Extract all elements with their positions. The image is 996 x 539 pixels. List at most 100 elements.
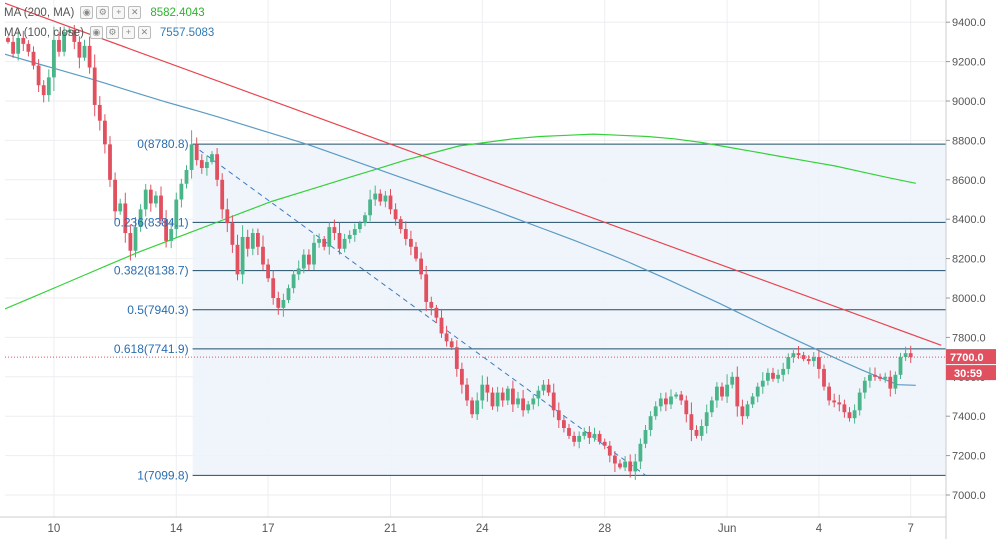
candle	[827, 382, 831, 406]
candle-body	[745, 404, 750, 417]
candle-body	[546, 384, 551, 393]
plus-icon[interactable]: +	[121, 26, 135, 39]
candle	[475, 392, 480, 420]
candle-body	[296, 268, 301, 275]
candle	[189, 130, 194, 179]
candle-body	[480, 384, 485, 401]
candle-body	[327, 227, 332, 247]
candle-body	[444, 333, 449, 342]
candle-body	[215, 154, 219, 180]
price-tick-label: 8000.0	[952, 293, 986, 305]
candle	[460, 362, 464, 394]
candle	[26, 40, 31, 57]
gear-icon[interactable]: ⚙	[96, 6, 110, 19]
candle-body	[220, 179, 225, 210]
legend-ma200-value: 8582.4043	[150, 6, 205, 19]
candle	[143, 183, 148, 217]
candle-body	[791, 353, 796, 358]
candle-body	[256, 232, 260, 247]
candle	[664, 392, 668, 412]
candle	[322, 236, 327, 251]
candle	[776, 369, 780, 384]
candle-body	[592, 433, 597, 438]
close-icon[interactable]: ✕	[137, 26, 151, 39]
candle	[674, 392, 678, 399]
candle-body	[281, 299, 286, 308]
candle	[138, 204, 143, 232]
candle	[832, 393, 837, 408]
candle-body	[898, 357, 903, 375]
candle	[358, 220, 362, 233]
candle	[225, 198, 230, 233]
candle	[266, 258, 270, 283]
candle	[898, 352, 903, 380]
candle	[57, 31, 61, 57]
candle	[567, 423, 571, 440]
price-tick-label: 7200.0	[952, 451, 986, 463]
candle-body	[358, 223, 362, 230]
legend-ma200[interactable]: MA (200, MA) ◉ ⚙ + ✕ 8582.4043	[4, 6, 205, 19]
candle-body	[883, 376, 888, 379]
candle	[424, 265, 429, 312]
plus-icon[interactable]: +	[112, 6, 126, 19]
candle	[378, 189, 383, 206]
fib-trend-dashed	[199, 149, 646, 476]
candle-body	[312, 242, 316, 265]
candle	[485, 376, 490, 402]
candle	[97, 96, 102, 131]
gear-icon[interactable]: ⚙	[105, 26, 119, 39]
candle-body	[92, 67, 97, 105]
candle-body	[352, 229, 357, 235]
legend-ma200-label: MA (200, MA)	[4, 6, 75, 19]
candle-body	[57, 39, 61, 52]
plot-area	[5, 2, 946, 480]
eye-icon[interactable]: ◉	[89, 26, 103, 39]
eye-icon[interactable]: ◉	[80, 6, 94, 19]
ma100-line	[5, 53, 916, 386]
price-tick-label: 8800.0	[952, 135, 986, 147]
candle-body	[429, 301, 434, 308]
candle-body	[541, 384, 546, 391]
candle	[480, 375, 485, 409]
candle	[154, 191, 158, 208]
candle	[41, 80, 46, 103]
time-axis: 10 14 17 21 24 28 Jun 4 7	[48, 523, 914, 535]
candle	[159, 186, 163, 225]
close-icon[interactable]: ✕	[128, 6, 142, 19]
candle-body	[740, 406, 745, 417]
candle-body	[271, 278, 276, 298]
candle	[276, 291, 281, 315]
candle	[296, 260, 301, 281]
candle	[623, 456, 627, 472]
candle	[715, 382, 719, 408]
candle	[312, 234, 316, 270]
legend-ma100[interactable]: MA (100, close) ◉ ⚙ + ✕ 7557.5083	[4, 26, 214, 39]
candle	[587, 426, 592, 444]
candle	[235, 234, 240, 281]
candle-body	[577, 435, 582, 442]
candle	[92, 54, 97, 117]
candle-body	[715, 386, 719, 401]
candle-body	[786, 357, 791, 369]
candle-body	[454, 347, 459, 369]
candle-body	[806, 359, 811, 362]
candle	[653, 401, 658, 420]
candle-body	[169, 229, 174, 241]
candle	[169, 221, 174, 249]
candle-body	[67, 30, 72, 33]
candle	[368, 189, 372, 222]
candle	[128, 224, 133, 261]
candle-body	[485, 384, 490, 393]
price-tick-label: 8400.0	[952, 214, 986, 226]
candle-body	[470, 400, 474, 415]
candle-body	[118, 203, 123, 212]
last-price-value: 7700.0	[950, 352, 984, 364]
candle-body	[383, 195, 388, 202]
candle	[495, 386, 500, 412]
candle	[194, 137, 199, 166]
candle-body	[704, 412, 709, 427]
candle-body	[878, 376, 882, 379]
candle	[847, 407, 852, 422]
